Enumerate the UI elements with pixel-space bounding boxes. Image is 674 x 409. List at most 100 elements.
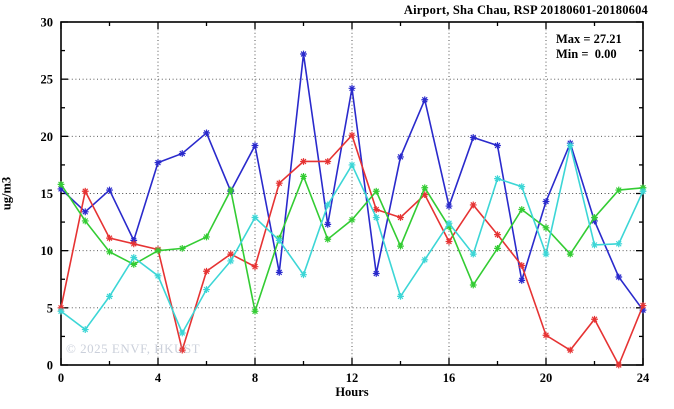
series-cyan xyxy=(57,142,647,337)
legend-min: Min = 0.00 xyxy=(556,46,617,61)
series-cyan-marker xyxy=(57,307,65,315)
series-red-marker xyxy=(57,304,65,312)
y-tick-label: 5 xyxy=(47,301,53,315)
series-red-marker xyxy=(445,238,453,245)
series-blue-marker xyxy=(130,236,138,244)
series-red-marker xyxy=(566,346,574,354)
series-red-marker xyxy=(397,214,404,221)
series-cyan-marker xyxy=(324,201,332,209)
series-cyan-marker xyxy=(227,257,235,265)
series-blue-marker xyxy=(154,159,162,167)
series-cyan-marker xyxy=(251,214,259,221)
y-tick-label: 10 xyxy=(41,244,54,258)
series-red-marker xyxy=(130,240,138,248)
series-red-marker xyxy=(348,131,356,139)
series-green xyxy=(57,172,647,315)
y-tick-label: 0 xyxy=(47,359,53,373)
series-cyan-marker xyxy=(566,142,574,149)
series-green-marker xyxy=(227,186,235,194)
watermark: © 2025 ENVF, HKUST xyxy=(66,341,201,356)
series-green-marker xyxy=(397,242,404,250)
series-cyan-marker xyxy=(130,254,138,261)
series-blue-marker xyxy=(372,270,380,277)
series-blue-marker xyxy=(57,185,65,193)
series-blue-marker xyxy=(397,153,404,161)
series-green-marker xyxy=(57,180,65,188)
series-red-marker xyxy=(178,346,186,354)
series-green-marker xyxy=(421,184,429,192)
series-cyan-marker xyxy=(397,293,404,300)
series-cyan-marker xyxy=(106,293,113,300)
x-axis-label: Hours xyxy=(335,385,369,399)
series-blue-marker xyxy=(324,220,332,228)
series-cyan-marker xyxy=(81,326,89,333)
series-red-marker xyxy=(106,234,113,242)
series-cyan-marker xyxy=(615,240,623,248)
series-green-marker xyxy=(154,247,162,255)
series-red-marker xyxy=(300,158,307,165)
series-green-marker xyxy=(639,184,647,192)
series-red-marker xyxy=(494,231,501,239)
series-blue-marker xyxy=(445,202,453,210)
x-tick-label: 16 xyxy=(443,371,456,385)
series-green-marker xyxy=(591,214,598,221)
y-tick-label: 30 xyxy=(41,16,54,30)
series-cyan-marker xyxy=(154,272,162,280)
y-tick-label: 20 xyxy=(41,130,54,144)
legend-max-min: Max = 27.21 Min = 0.00 xyxy=(556,32,622,61)
chart-title: Airport, Sha Chau, RSP 20180601-20180604 xyxy=(403,3,648,17)
series-cyan-marker xyxy=(518,183,526,191)
series-green-marker xyxy=(566,250,574,258)
series-green-marker xyxy=(324,235,332,243)
series-blue-marker xyxy=(591,217,598,225)
x-tick-label: 12 xyxy=(346,371,359,385)
series-green-marker xyxy=(81,217,89,225)
series-cyan-marker xyxy=(445,219,453,227)
series-blue xyxy=(57,50,647,314)
x-tick-label: 0 xyxy=(58,371,64,385)
series-green-marker xyxy=(178,244,186,252)
series-blue-marker xyxy=(251,142,259,149)
series-cyan-marker xyxy=(178,329,186,337)
series-green-marker xyxy=(348,216,356,224)
series-green-marker xyxy=(518,206,526,213)
x-tick-label: 24 xyxy=(637,371,650,385)
y-axis-label: ug/m3 xyxy=(0,176,14,211)
series-red-marker xyxy=(275,179,283,187)
series-cyan-marker xyxy=(494,175,501,183)
series-cyan-marker xyxy=(591,241,598,249)
series-blue-marker xyxy=(615,273,623,281)
series-blue-marker xyxy=(542,198,550,205)
series-green-marker xyxy=(251,307,259,315)
series-blue-marker xyxy=(300,50,307,58)
series-cyan-marker xyxy=(542,250,550,258)
y-tick-label: 25 xyxy=(41,73,54,87)
series-red-marker xyxy=(591,315,598,323)
series-blue-marker xyxy=(348,84,356,92)
series-red-marker xyxy=(469,201,477,209)
series-cyan-marker xyxy=(300,271,307,279)
series-red-marker xyxy=(203,267,210,275)
series-green-marker xyxy=(469,281,477,289)
series-blue-marker xyxy=(421,96,429,104)
series-green-line xyxy=(60,174,644,315)
series-blue-line xyxy=(60,53,644,311)
series-red-marker xyxy=(421,191,429,199)
series-cyan-marker xyxy=(348,161,356,169)
x-tick-label: 8 xyxy=(252,371,258,385)
series-red-marker xyxy=(542,331,550,339)
series-cyan-marker xyxy=(203,286,210,293)
y-tick-label: 15 xyxy=(41,187,54,201)
series-blue-marker xyxy=(494,142,501,149)
series-green-marker xyxy=(494,244,501,252)
series-blue-marker xyxy=(81,208,89,216)
series-cyan-marker xyxy=(469,250,477,258)
series-blue-marker xyxy=(178,150,186,157)
x-tick-label: 20 xyxy=(540,371,553,385)
series-cyan-marker xyxy=(275,236,283,244)
series-red-marker xyxy=(372,206,380,213)
series-green-marker xyxy=(106,248,113,256)
series-blue-marker xyxy=(469,134,477,141)
series-green-marker xyxy=(615,186,623,194)
